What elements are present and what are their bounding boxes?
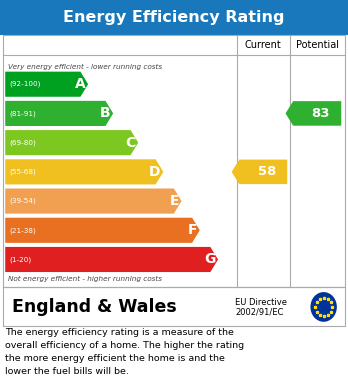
Circle shape bbox=[310, 292, 337, 322]
Bar bbox=[3, 287, 345, 326]
Polygon shape bbox=[5, 247, 218, 272]
Text: 58: 58 bbox=[258, 165, 276, 178]
Polygon shape bbox=[5, 159, 163, 185]
Bar bbox=[3, 35, 345, 287]
Polygon shape bbox=[232, 160, 287, 184]
Text: Not energy efficient - higher running costs: Not energy efficient - higher running co… bbox=[8, 276, 162, 282]
Polygon shape bbox=[5, 218, 200, 243]
Text: E: E bbox=[169, 194, 179, 208]
Text: G: G bbox=[204, 253, 215, 267]
Text: England & Wales: England & Wales bbox=[12, 298, 177, 316]
Text: (21-38): (21-38) bbox=[9, 227, 36, 233]
Text: EU Directive: EU Directive bbox=[235, 298, 287, 307]
Text: A: A bbox=[74, 77, 85, 91]
Text: Potential: Potential bbox=[296, 40, 339, 50]
Text: (92-100): (92-100) bbox=[9, 81, 41, 88]
Polygon shape bbox=[5, 72, 88, 97]
Text: D: D bbox=[149, 165, 160, 179]
Text: F: F bbox=[188, 223, 197, 237]
Text: 2002/91/EC: 2002/91/EC bbox=[235, 308, 283, 317]
Text: (55-68): (55-68) bbox=[9, 169, 36, 175]
Text: Current: Current bbox=[245, 40, 282, 50]
Text: (81-91): (81-91) bbox=[9, 110, 36, 117]
Polygon shape bbox=[5, 188, 182, 213]
Bar bbox=[0, 287, 348, 326]
Polygon shape bbox=[5, 101, 113, 126]
Text: B: B bbox=[100, 106, 110, 120]
Polygon shape bbox=[285, 101, 341, 126]
Text: Energy Efficiency Rating: Energy Efficiency Rating bbox=[63, 10, 285, 25]
Text: (1-20): (1-20) bbox=[9, 256, 32, 263]
Text: 83: 83 bbox=[311, 107, 330, 120]
Bar bbox=[0, 35, 348, 287]
Text: Very energy efficient - lower running costs: Very energy efficient - lower running co… bbox=[8, 63, 162, 70]
Text: (39-54): (39-54) bbox=[9, 198, 36, 204]
Text: C: C bbox=[125, 136, 135, 150]
Bar bbox=[0, 0, 348, 35]
Polygon shape bbox=[5, 130, 138, 155]
Text: The energy efficiency rating is a measure of the
overall efficiency of a home. T: The energy efficiency rating is a measur… bbox=[5, 328, 244, 376]
Text: (69-80): (69-80) bbox=[9, 139, 36, 146]
